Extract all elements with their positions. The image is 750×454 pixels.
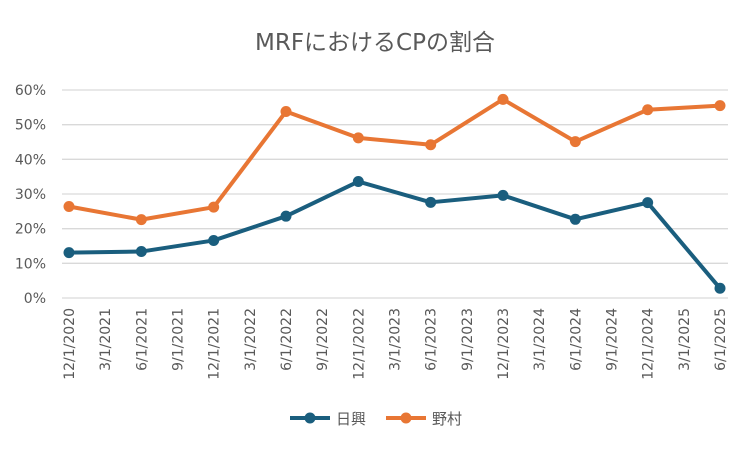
series-line-日興 [68,179,722,290]
gridlines [62,89,728,299]
x-tick-label: 12/1/2020 [62,308,78,380]
series-line-野村 [68,97,721,222]
legend-label: 日興 [336,410,366,428]
series-lines [63,93,726,294]
data-point [280,210,292,222]
data-point [714,100,726,112]
data-point [642,197,654,209]
y-tick-label: 30% [15,187,46,203]
legend: 日興 野村 [290,410,462,428]
data-point [208,234,220,246]
data-point [642,104,654,116]
x-tick-label: 9/1/2023 [460,308,476,371]
x-tick-label: 12/1/2022 [351,308,367,380]
chart-title: MRFにおけるCPの割合 [255,30,495,56]
y-tick-label: 40% [15,152,46,168]
y-tick-label: 0% [24,291,46,307]
data-point [135,246,147,258]
data-point [425,139,437,151]
data-point [497,93,509,105]
x-tick-label: 6/1/2023 [424,308,440,371]
data-point [63,200,75,212]
x-tick-label: 12/1/2021 [207,308,223,380]
y-tick-label: 60% [15,83,46,99]
x-tick-label: 3/1/2023 [388,308,404,371]
x-tick-label: 3/1/2025 [677,308,693,371]
data-point [208,201,220,213]
x-tick-label: 6/1/2021 [134,308,150,371]
x-tick-label: 3/1/2021 [98,308,114,371]
legend-label: 野村 [432,410,462,428]
x-tick-label: 9/1/2024 [605,308,621,371]
data-point [569,136,581,148]
legend-marker [400,412,412,424]
data-point [352,132,364,144]
y-tick-label: 10% [15,256,46,272]
x-tick-label: 3/1/2022 [243,308,259,371]
x-tick-label: 9/1/2022 [315,308,331,371]
x-tick-label: 6/1/2025 [713,308,729,371]
data-point [135,214,147,226]
data-point [352,176,364,188]
x-tick-label: 12/1/2023 [496,308,512,380]
x-tick-label: 12/1/2024 [641,308,657,380]
data-point [497,189,509,201]
x-tick-label: 9/1/2021 [171,308,187,371]
legend-marker [304,412,316,424]
data-point [714,282,726,294]
data-point [63,247,75,259]
x-tick-label: 6/1/2024 [568,308,584,371]
data-point [425,196,437,208]
data-point [280,105,292,117]
y-axis-labels: 0% 10% 20% 30% 40% 50% 60% [15,83,46,307]
x-tick-label: 3/1/2024 [532,308,548,371]
x-axis-labels: 12/1/2020 3/1/2021 6/1/2021 9/1/2021 12/1/20… [62,308,729,380]
data-point [569,213,581,225]
x-tick-label: 6/1/2022 [279,308,295,371]
y-tick-label: 50% [15,118,46,134]
y-tick-label: 20% [15,222,46,238]
